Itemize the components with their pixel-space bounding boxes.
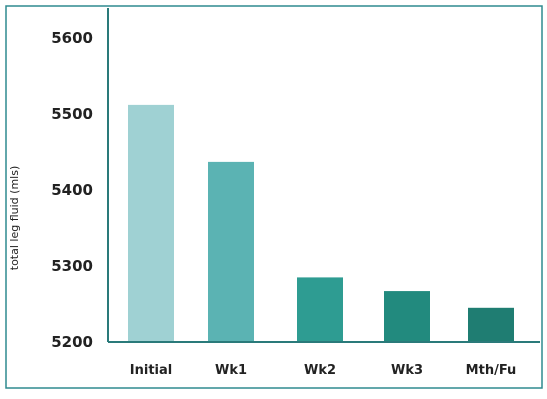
chart-border xyxy=(5,5,543,389)
y-tick-label-5300: 5300 xyxy=(51,257,93,275)
outer-border xyxy=(5,5,543,389)
bar-wk1 xyxy=(208,161,254,342)
y-tick-label-5500: 5500 xyxy=(51,105,93,123)
bar-initial xyxy=(128,104,174,342)
y-axis-label: total leg fluid (mls) xyxy=(8,166,21,270)
x-tick-label-mth-fu: Mth/Fu xyxy=(466,363,517,378)
x-axis-ticks: Initial Wk1 Wk2 Wk3 Mth/Fu xyxy=(130,363,517,378)
bar-wk2 xyxy=(297,277,343,342)
y-tick-label-5400: 5400 xyxy=(51,181,93,199)
y-tick-label-5200: 5200 xyxy=(51,333,93,351)
x-tick-label-initial: Initial xyxy=(130,363,172,378)
y-tick-label-5600: 5600 xyxy=(51,29,93,47)
bar-wk3 xyxy=(384,291,430,342)
bars xyxy=(128,104,514,342)
bar-mth-fu xyxy=(468,307,514,342)
x-tick-label-wk2: Wk2 xyxy=(304,363,336,378)
y-axis-ticks: 5200 5300 5400 5500 5600 xyxy=(51,29,93,351)
x-tick-label-wk1: Wk1 xyxy=(215,363,247,378)
axes xyxy=(107,8,540,343)
x-tick-label-wk3: Wk3 xyxy=(391,363,423,378)
